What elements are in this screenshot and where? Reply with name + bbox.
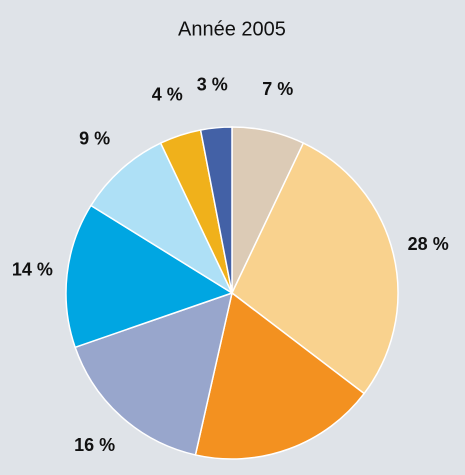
pie-slice: [74, 291, 234, 456]
data-label: 3 %: [197, 75, 228, 95]
data-label: 16 %: [74, 435, 115, 455]
data-label: 7 %: [262, 79, 293, 99]
pie-slice: [199, 126, 233, 294]
data-label: 14 %: [12, 259, 53, 279]
data-label: 4 %: [152, 85, 183, 105]
pie-slice: [65, 204, 234, 349]
chart-title: Année 2005: [178, 18, 286, 40]
pie-slice: [89, 142, 234, 295]
pie-slice: [194, 291, 366, 460]
data-label: 28 %: [408, 234, 449, 254]
data-label: 9 %: [79, 128, 110, 148]
pie-slice: [231, 142, 399, 395]
